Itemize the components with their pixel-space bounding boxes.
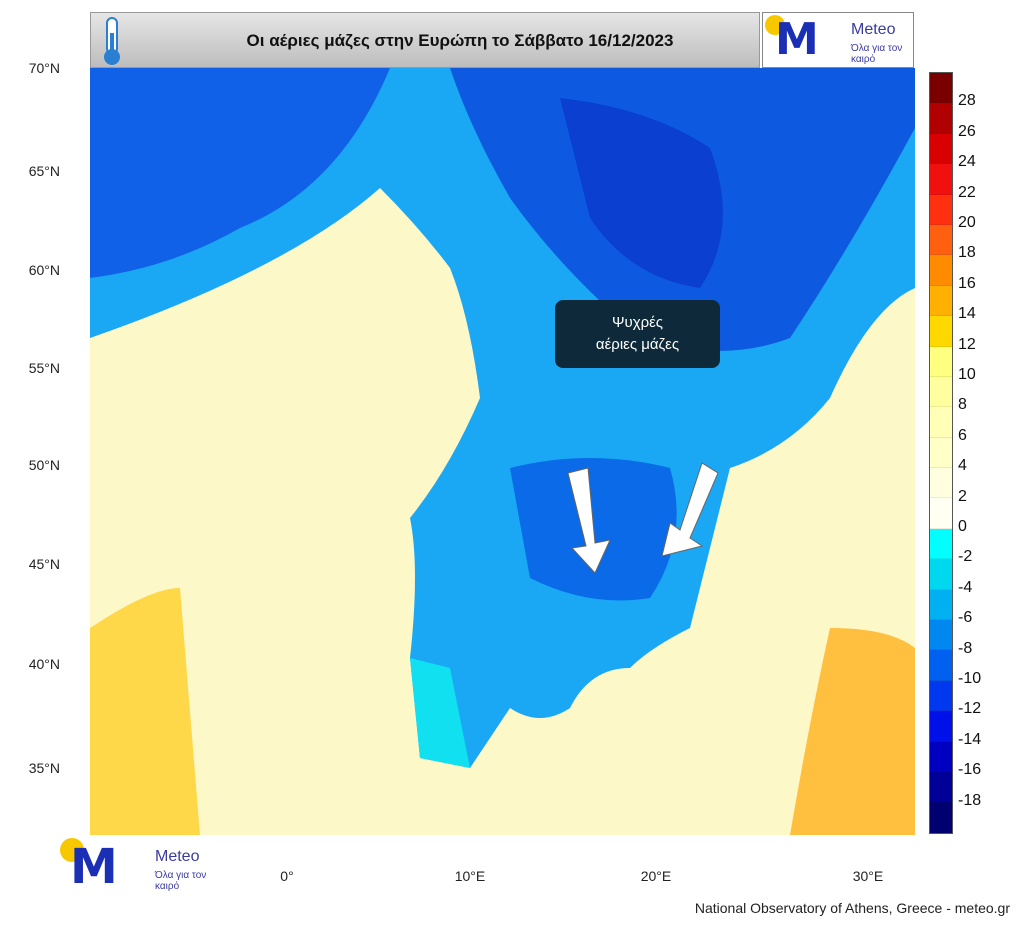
colorbar-segment: [930, 498, 952, 529]
colorbar-label: -2: [958, 548, 973, 566]
colorbar-label: -14: [958, 730, 982, 748]
lon-label: 20°E: [640, 868, 672, 884]
sun-icon: [765, 15, 785, 35]
lat-label: 50°N: [28, 457, 60, 473]
temperature-map: [90, 68, 915, 835]
lat-label: 60°N: [28, 262, 60, 278]
colorbar-segment: [930, 680, 952, 712]
colorbar-label: 22: [958, 183, 976, 201]
colorbar-segment: [930, 771, 952, 803]
colorbar-label: 12: [958, 335, 976, 353]
colorbar-segment: [930, 133, 952, 165]
colorbar-segment: [930, 407, 952, 438]
title-bar: Οι αέριες μάζες στην Ευρώπη το Σάββατο 1…: [90, 12, 760, 68]
colorbar-label: -10: [958, 670, 982, 687]
colorbar-segment: [930, 103, 952, 134]
colorbar-segment: [930, 650, 952, 681]
lon-label: 30°E: [852, 868, 884, 884]
colorbar-label: 28: [958, 92, 976, 110]
colorbar-label: 26: [958, 122, 976, 140]
logo-brand: Meteo: [155, 848, 200, 865]
footer-credit: National Observatory of Athens, Greece -…: [694, 900, 1010, 916]
colorbar-label: 24: [958, 153, 976, 171]
arrow-right: [661, 462, 719, 557]
colorbar-segment: [930, 559, 952, 590]
colorbar-label: -4: [958, 578, 973, 596]
arrow-left: [567, 467, 611, 574]
page-title: Οι αέριες μάζες στην Ευρώπη το Σάββατο 1…: [246, 31, 674, 50]
colorbar-label: 14: [958, 305, 976, 323]
colorbar-segment: [930, 255, 952, 286]
colorbar-segment: [930, 164, 952, 195]
meteo-logo-bottom: M Meteo Όλα για τον καιρό: [60, 836, 220, 896]
colorbar-label: -18: [958, 791, 982, 809]
colorbar-label: -16: [958, 761, 982, 779]
lon-label: 0°: [280, 868, 294, 884]
colorbar-label: 10: [958, 366, 976, 383]
colorbar-segment: [930, 711, 952, 742]
sun-icon: [60, 838, 84, 862]
lat-label: 65°N: [28, 163, 60, 179]
colorbar-label: 20: [958, 214, 976, 231]
colorbar-segment: [930, 468, 952, 499]
colorbar-segment: [930, 194, 952, 225]
lat-label: 40°N: [28, 656, 60, 672]
arrows: [567, 462, 719, 574]
colorbar-segment: [930, 376, 952, 408]
colorbar-label: 18: [958, 244, 976, 262]
colorbar-label: -8: [958, 639, 973, 657]
colorbar-label: 2: [958, 487, 967, 505]
lat-label: 45°N: [28, 556, 60, 572]
lat-label: 55°N: [28, 360, 60, 376]
colorbar-label: 4: [958, 457, 967, 475]
colorbar-label: 6: [958, 426, 967, 444]
colorbar-segment: [930, 285, 952, 317]
colorbar-segment: [930, 73, 952, 104]
colorbar: [929, 72, 953, 834]
colorbar-label: 8: [958, 396, 967, 414]
colorbar-segment: [930, 346, 952, 377]
lat-label: 35°N: [28, 760, 60, 776]
thermometer-icon: [104, 17, 120, 65]
colorbar-label: -6: [958, 609, 973, 627]
colorbar-segment: [930, 437, 952, 469]
colorbar-label: -12: [958, 700, 982, 718]
colorbar-label: 0: [958, 518, 967, 535]
colorbar-segment: [930, 589, 952, 621]
colorbar-segment: [930, 316, 952, 347]
colorbar-label: 16: [958, 274, 976, 292]
lat-label: 70°N: [28, 60, 60, 76]
colorbar-segment: [930, 224, 952, 256]
colorbar-segment: [930, 528, 952, 560]
cold-air-annotation: Ψυχρές αέριες μάζες: [555, 300, 720, 368]
colorbar-segment: [930, 620, 952, 651]
logo-tagline: Όλα για τον καιρό: [155, 870, 207, 892]
meteo-logo: M Meteo Όλα για τον καιρό: [762, 12, 914, 68]
colorbar-segment: [930, 802, 952, 833]
logo-brand: Meteo: [851, 21, 896, 38]
logo-tagline: Όλα για τον καιρό: [851, 43, 903, 65]
colorbar-segment: [930, 741, 952, 772]
lon-label: 10°E: [454, 868, 486, 884]
